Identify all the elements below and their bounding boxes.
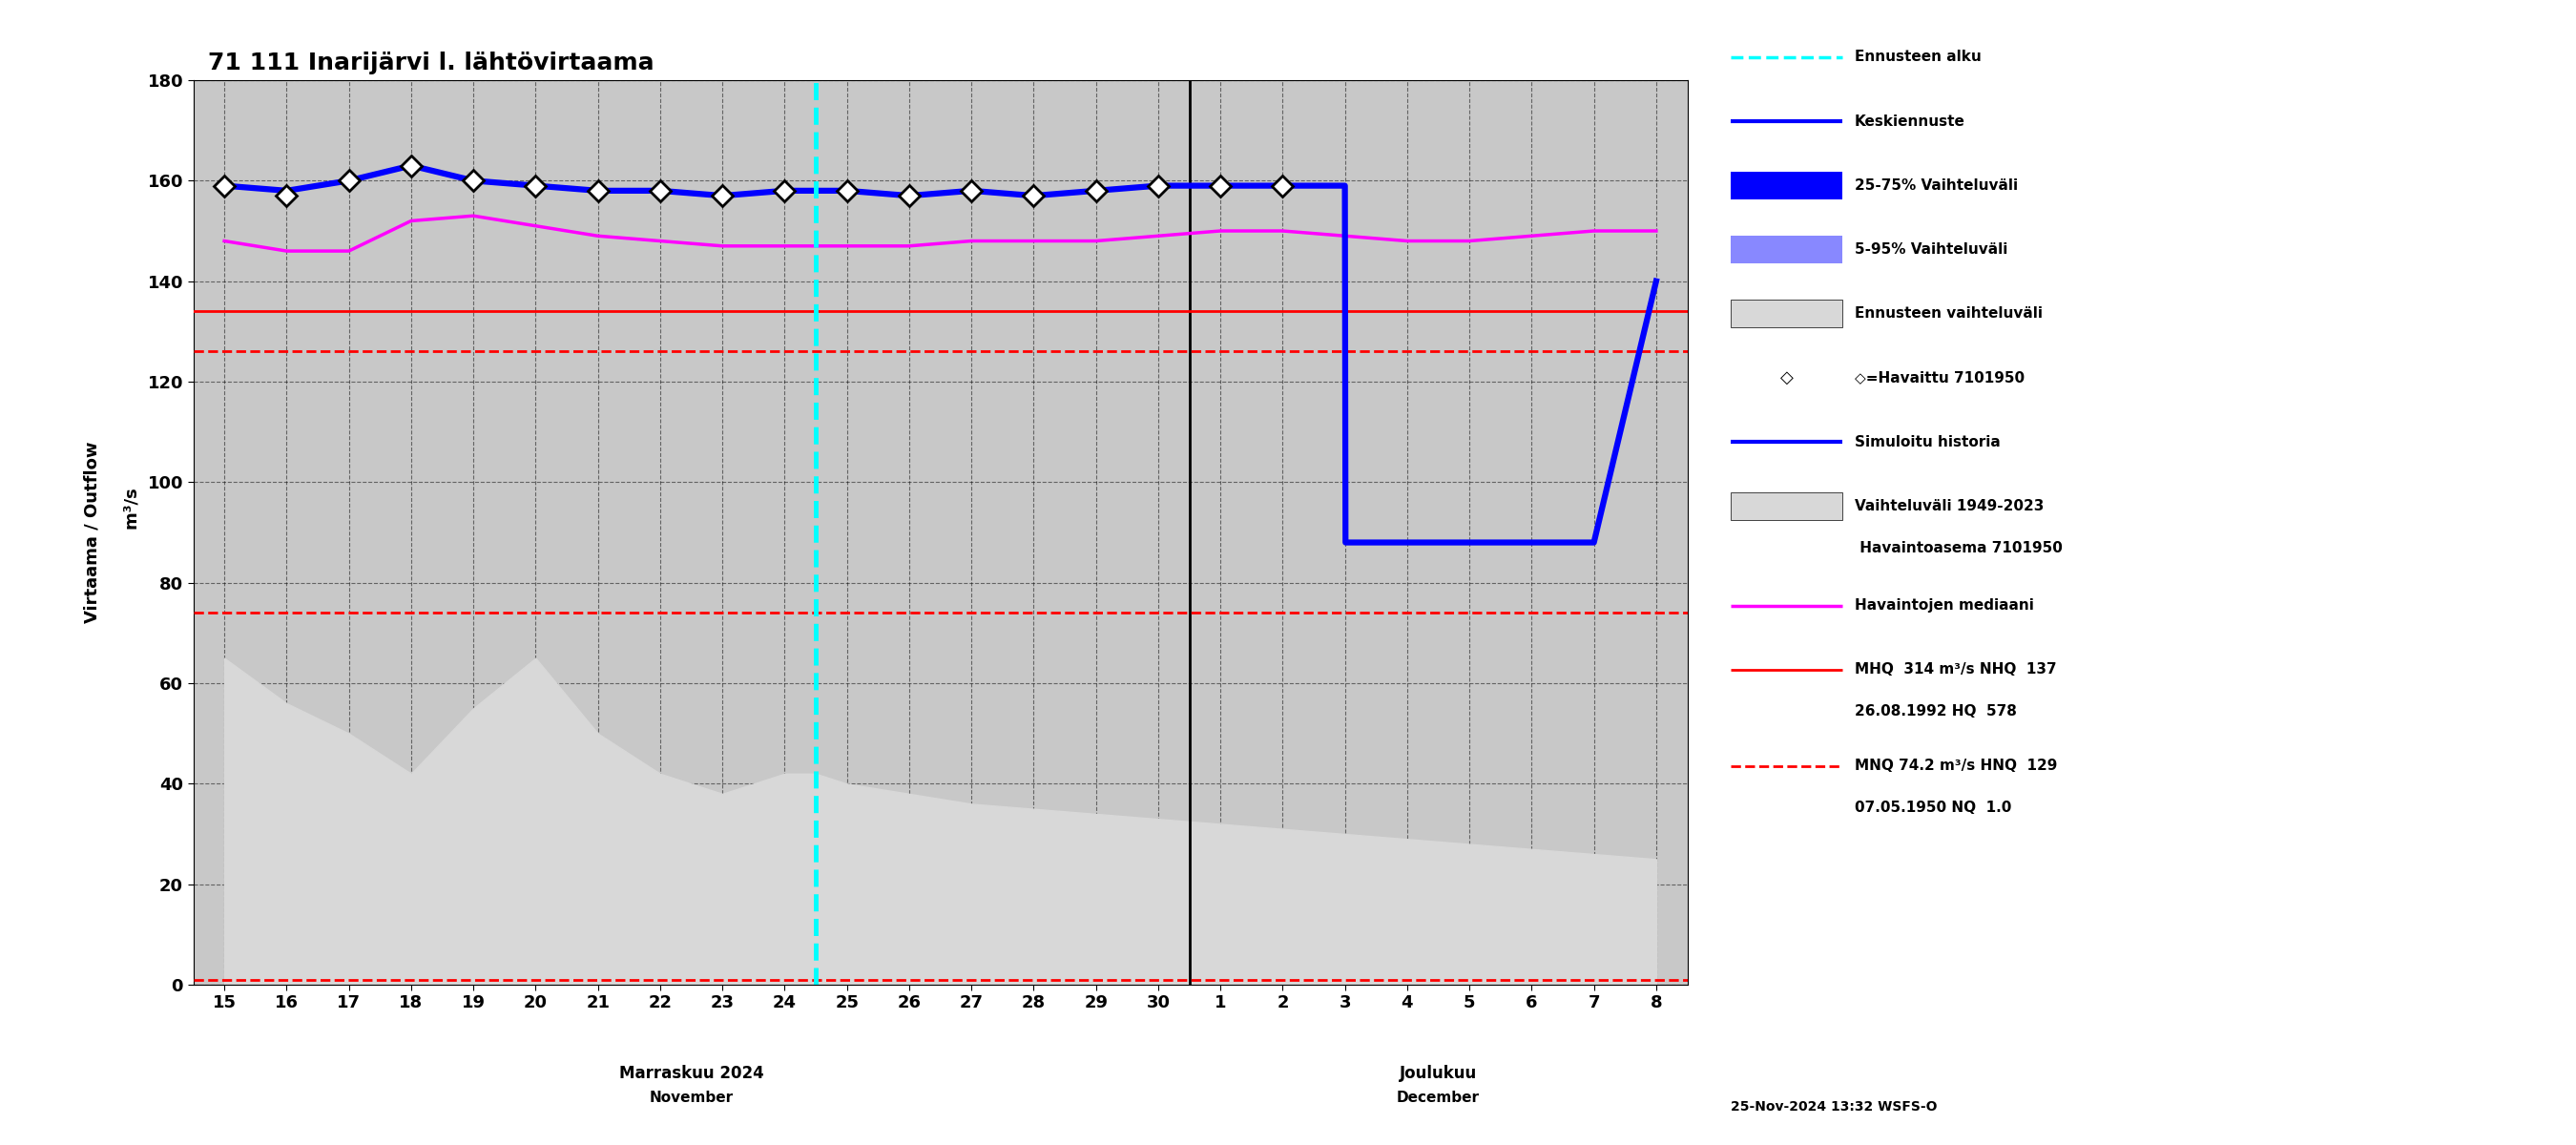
- Text: Havaintojen mediaani: Havaintojen mediaani: [1855, 599, 2035, 613]
- Text: Simuloitu historia: Simuloitu historia: [1855, 435, 2002, 449]
- Text: MNQ 74.2 m³/s HNQ  129: MNQ 74.2 m³/s HNQ 129: [1855, 759, 2058, 773]
- Text: November: November: [649, 1090, 734, 1105]
- Text: 5-95% Vaihteluväli: 5-95% Vaihteluväli: [1855, 243, 2007, 256]
- Text: Ennusteen vaihteluväli: Ennusteen vaihteluväli: [1855, 307, 2043, 321]
- Text: Marraskuu 2024: Marraskuu 2024: [618, 1065, 762, 1082]
- Text: December: December: [1396, 1090, 1479, 1105]
- Text: Vaihteluväli 1949-2023: Vaihteluväli 1949-2023: [1855, 499, 2043, 513]
- Text: Joulukuu: Joulukuu: [1399, 1065, 1476, 1082]
- Text: 25-75% Vaihteluväli: 25-75% Vaihteluväli: [1855, 179, 2017, 192]
- Text: Ennusteen alku: Ennusteen alku: [1855, 50, 1981, 64]
- Y-axis label: Virtaama / Outflow

        m³/s: Virtaama / Outflow m³/s: [85, 442, 142, 623]
- Text: ◇: ◇: [1780, 370, 1793, 387]
- Text: Havaintoasema 7101950: Havaintoasema 7101950: [1855, 540, 2063, 555]
- Text: Keskiennuste: Keskiennuste: [1855, 114, 1965, 128]
- Text: 25-Nov-2024 13:32 WSFS-O: 25-Nov-2024 13:32 WSFS-O: [1731, 1100, 1937, 1113]
- Text: 71 111 Inarijärvi l. lähtövirtaama: 71 111 Inarijärvi l. lähtövirtaama: [209, 52, 654, 74]
- Text: ◇=Havaittu 7101950: ◇=Havaittu 7101950: [1855, 371, 2025, 385]
- Text: MHQ  314 m³/s NHQ  137: MHQ 314 m³/s NHQ 137: [1855, 663, 2056, 677]
- Text: 26.08.1992 HQ  578: 26.08.1992 HQ 578: [1855, 704, 2017, 718]
- Text: 07.05.1950 NQ  1.0: 07.05.1950 NQ 1.0: [1855, 800, 2012, 814]
